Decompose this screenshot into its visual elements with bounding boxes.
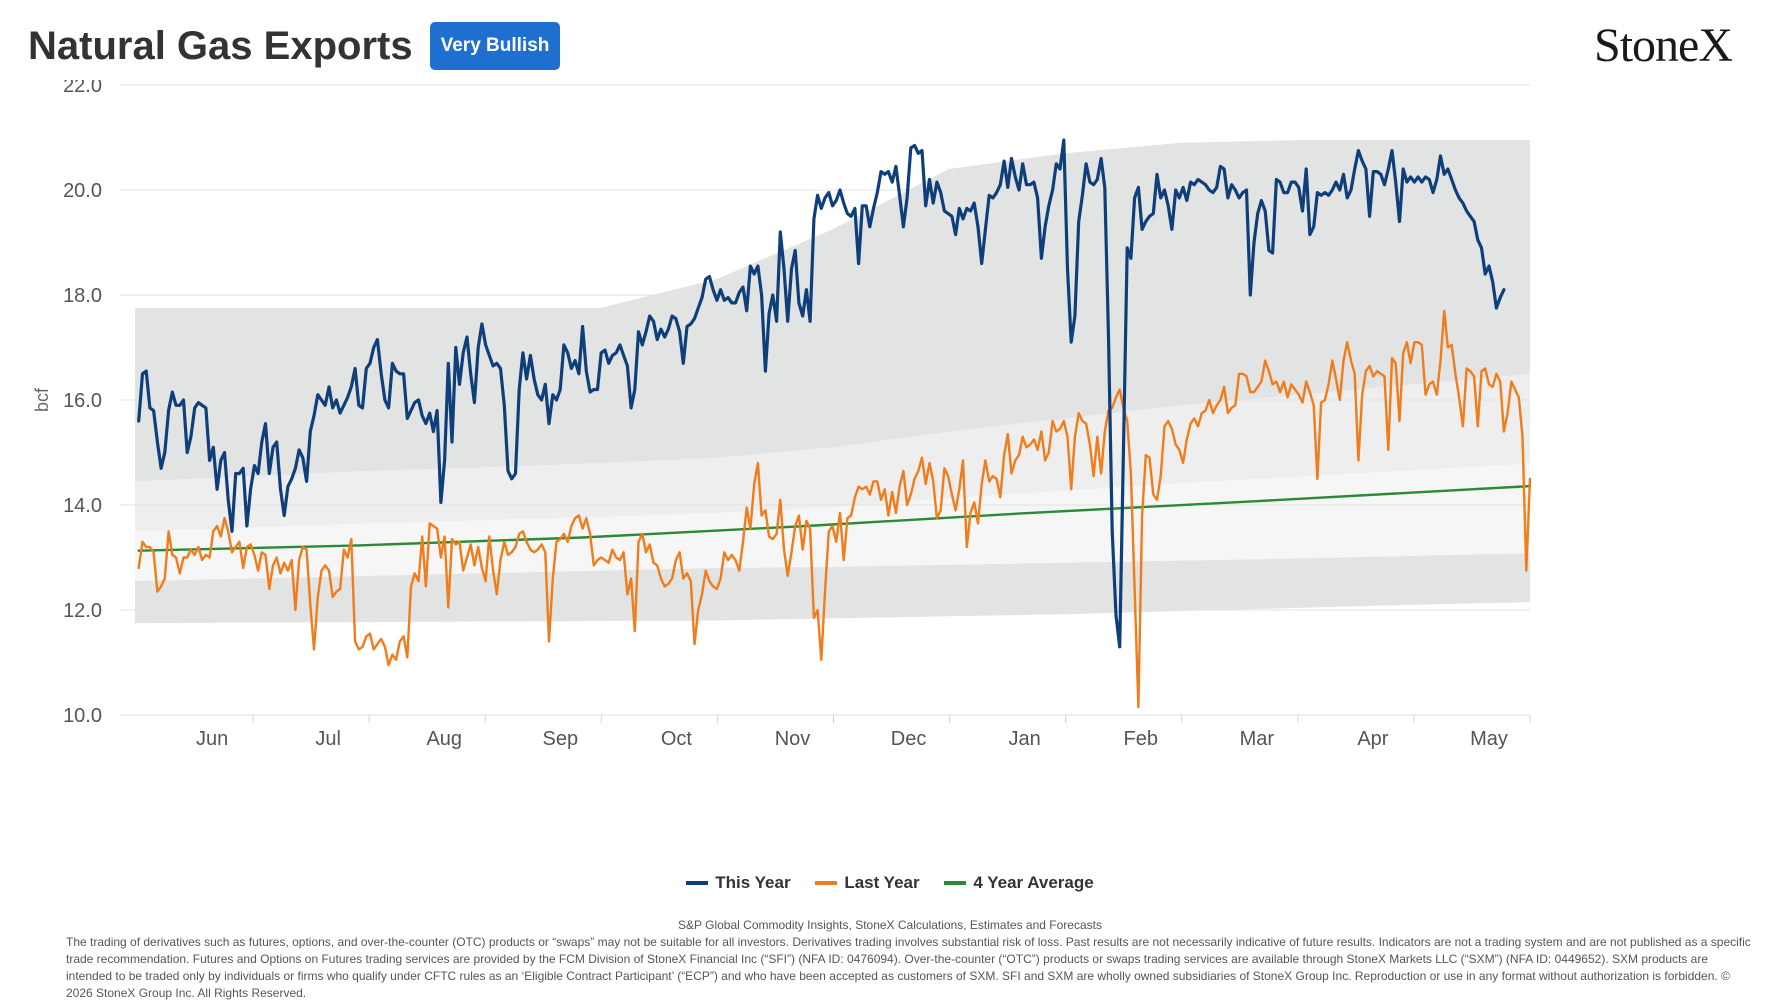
x-axis-ticks: Jun Jul Aug Sep Oct Nov Dec Jan Feb Mar Apr May (196, 715, 1531, 750)
legend-item-last-year[interactable]: Last Year (815, 873, 920, 893)
series-line-last-year (137, 309, 1532, 709)
legend-swatch-last-year (815, 881, 838, 885)
x-tick-label: Apr (1357, 728, 1388, 750)
x-tick-label: May (1470, 728, 1508, 750)
y-tick-label: 14.0 (63, 495, 102, 517)
page-title: Natural Gas Exports (28, 24, 413, 68)
y-tick-label: 22.0 (63, 80, 102, 97)
sentiment-badge[interactable]: Very Bullish (430, 22, 560, 70)
x-tick-label: Mar (1240, 728, 1275, 750)
x-tick-label: Sep (543, 728, 579, 750)
legend-swatch-this-year (686, 881, 709, 885)
chart-legend: This Year Last Year 4 Year Average (0, 870, 1780, 893)
y-axis-label: bcf (32, 387, 52, 412)
stonex-logo: StoneX (1594, 19, 1733, 72)
y-tick-label: 18.0 (63, 285, 102, 307)
chart-header: Natural Gas Exports Very Bullish StoneX (0, 0, 1780, 96)
y-tick-label: 16.0 (63, 390, 102, 412)
legend-label-this-year: This Year (715, 873, 791, 892)
y-tick-label: 20.0 (63, 180, 102, 202)
series-line-this-year (137, 138, 1506, 649)
x-tick-label: Jun (196, 728, 228, 750)
legend-item-this-year[interactable]: This Year (686, 873, 791, 893)
x-tick-label: Oct (661, 728, 693, 750)
legend-item-4-year-average[interactable]: 4 Year Average (944, 873, 1094, 893)
range-band-inner (135, 463, 1530, 582)
line-chart: 10.0 12.0 14.0 16.0 18.0 20.0 22.0 Jun Jul Aug Se… (32, 80, 1532, 750)
series-lines (137, 138, 1532, 709)
x-tick-label: Jan (1009, 728, 1041, 750)
y-axis-ticks: 10.0 12.0 14.0 16.0 18.0 20.0 22.0 (63, 80, 102, 727)
y-tick-label: 12.0 (63, 600, 102, 622)
range-bands (135, 140, 1530, 624)
x-tick-label: Feb (1124, 728, 1158, 750)
x-tick-label: Nov (775, 728, 811, 750)
legend-swatch-4-year-average (944, 881, 967, 885)
legal-disclaimer: The trading of derivatives such as futur… (66, 935, 1751, 1000)
x-tick-label: Dec (891, 728, 927, 750)
x-tick-label: Jul (315, 728, 341, 750)
x-tick-label: Aug (426, 728, 462, 750)
legend-label-4-year-average: 4 Year Average (973, 873, 1094, 892)
data-source-note: S&P Global Commodity Insights, StoneX Ca… (678, 918, 1102, 932)
legend-label-last-year: Last Year (844, 873, 920, 892)
y-tick-label: 10.0 (63, 705, 102, 727)
